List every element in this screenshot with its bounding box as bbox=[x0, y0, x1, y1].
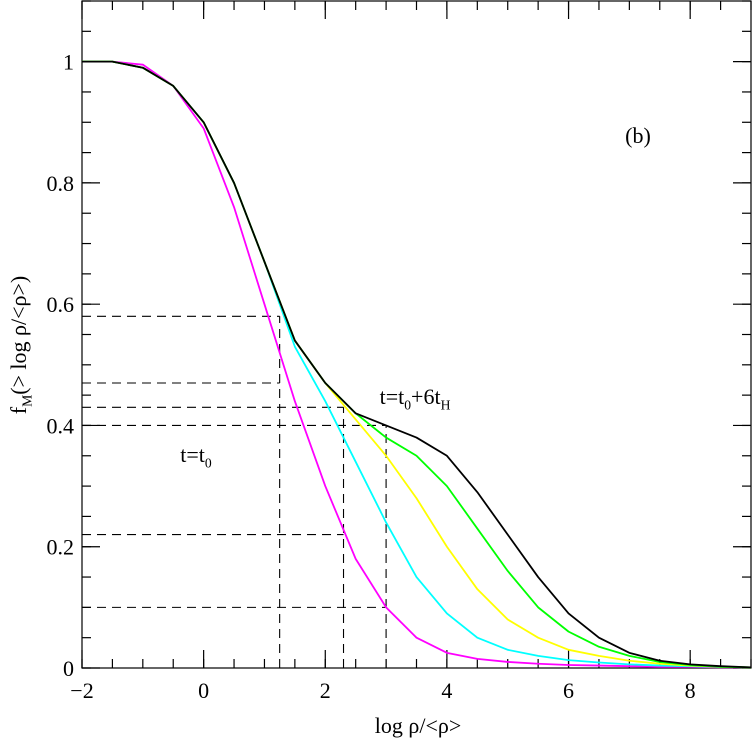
text-part: t=t bbox=[380, 384, 405, 409]
series-line bbox=[82, 60, 752, 669]
y-tick-label: 0.2 bbox=[47, 535, 75, 560]
series-line bbox=[82, 60, 752, 669]
series-line bbox=[82, 60, 751, 669]
y-tick-label: 0.4 bbox=[47, 413, 75, 438]
annotation: t=t0 bbox=[180, 442, 212, 471]
text-part: (> log ρ/<ρ>) bbox=[6, 276, 31, 395]
subscript: M bbox=[20, 395, 35, 407]
y-tick-label: 1 bbox=[63, 50, 74, 75]
y-tick-label: 0 bbox=[63, 656, 74, 681]
x-axis-label: log ρ/<ρ> bbox=[375, 713, 462, 738]
y-tick-label: 0.6 bbox=[47, 292, 75, 317]
x-tick-label: 2 bbox=[320, 678, 331, 703]
x-tick-label: 4 bbox=[441, 678, 452, 703]
y-tick-label: 0.8 bbox=[47, 171, 75, 196]
annotation: t=t0+6tH bbox=[380, 384, 451, 413]
x-tick-label: −2 bbox=[70, 678, 93, 703]
plot-frame bbox=[81, 0, 752, 669]
subscript: 0 bbox=[404, 398, 411, 413]
x-tick-label: 8 bbox=[685, 678, 696, 703]
subscript: H bbox=[441, 398, 451, 413]
x-tick-label: 6 bbox=[563, 678, 574, 703]
subscript: 0 bbox=[205, 456, 212, 471]
text-part: (b) bbox=[625, 123, 651, 148]
text-part: t=t bbox=[180, 442, 205, 467]
y-axis-label: fM(> log ρ/<ρ>) bbox=[6, 276, 35, 415]
text-part: +6t bbox=[411, 384, 441, 409]
x-tick-label: 0 bbox=[198, 678, 209, 703]
text-part: f bbox=[6, 406, 31, 414]
annotation: (b) bbox=[625, 123, 651, 148]
